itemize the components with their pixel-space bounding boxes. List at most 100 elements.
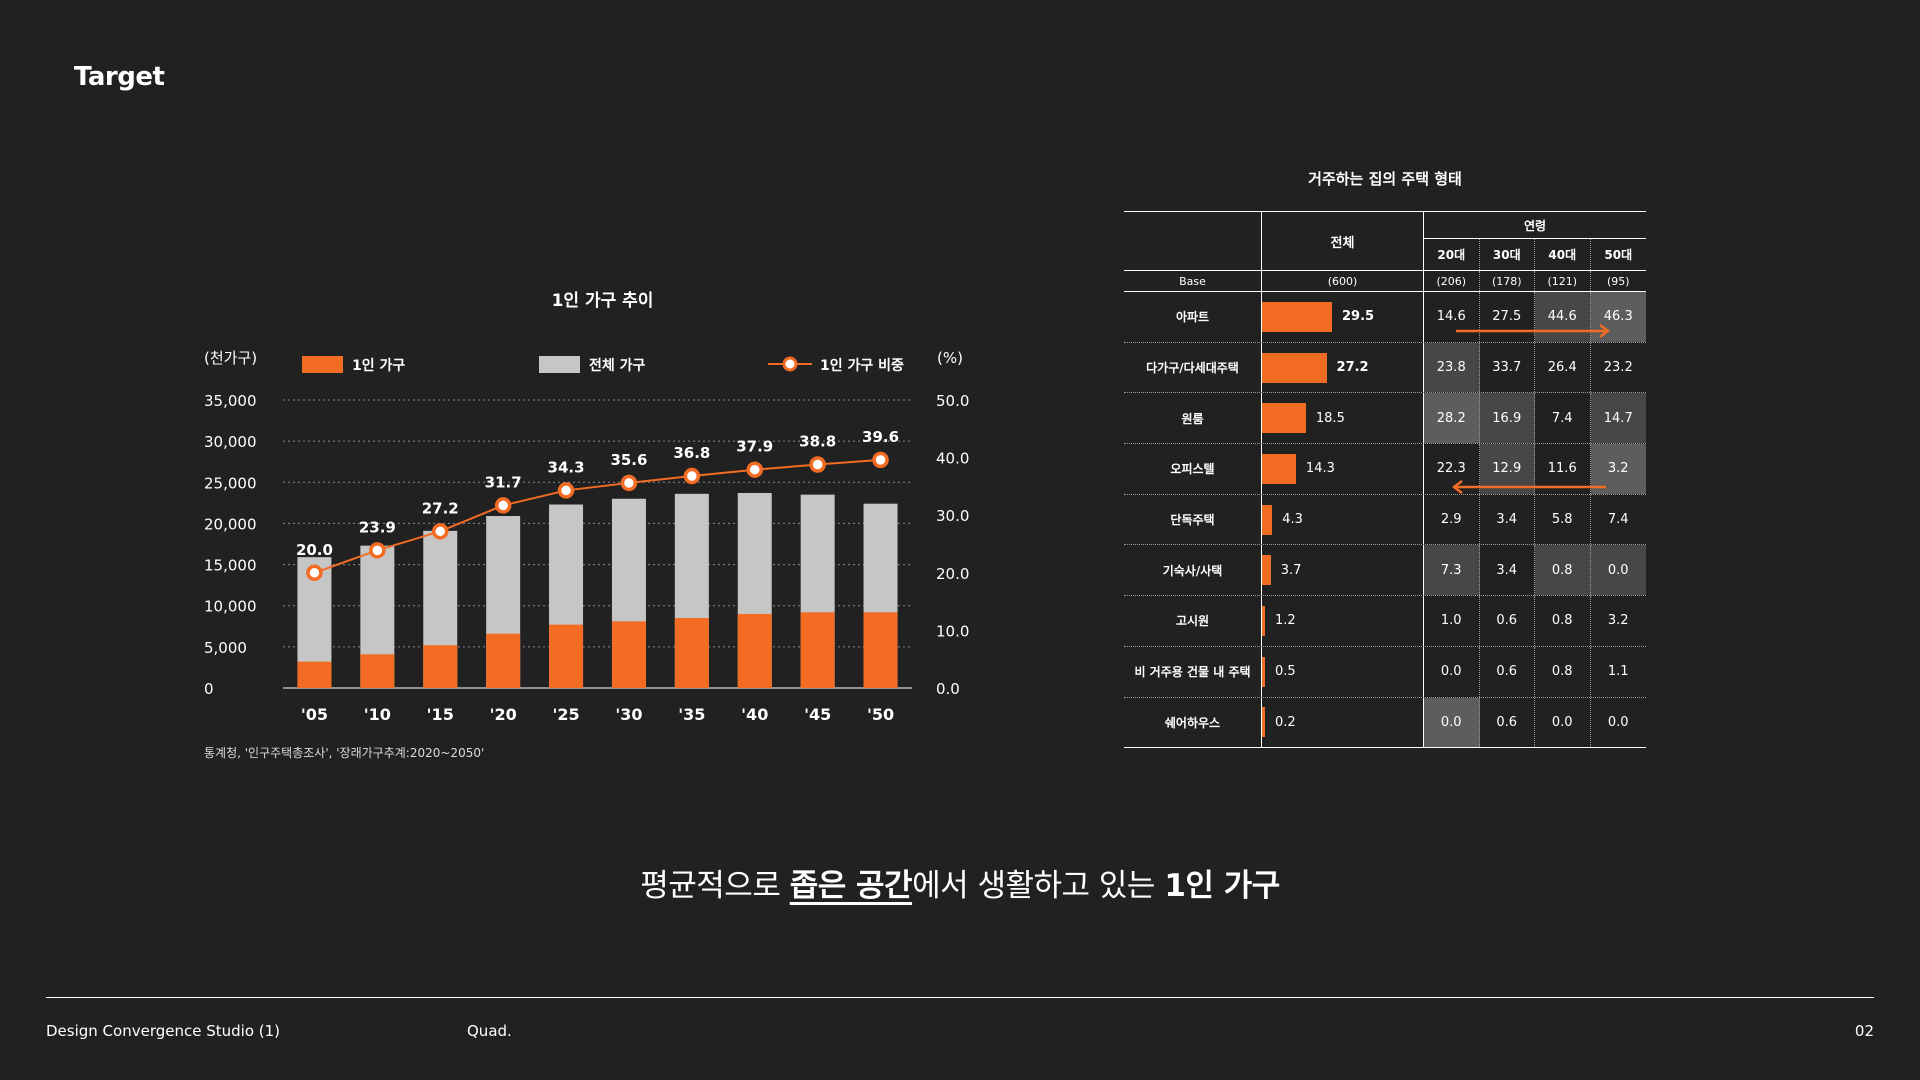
row-total: 18.5	[1262, 393, 1424, 444]
base-age: (121)	[1535, 271, 1591, 291]
legend-swatch-total	[302, 356, 343, 373]
row-age-value: 5.8	[1535, 494, 1591, 545]
ratio-data-label: 31.7	[485, 473, 522, 491]
row-total-value: 1.2	[1275, 613, 1296, 629]
legend-swatch-single	[539, 356, 580, 373]
ratio-data-label: 35.6	[610, 451, 647, 469]
row-total: 14.3	[1262, 444, 1424, 494]
ratio-point	[872, 451, 889, 469]
headline-mid: 에서 생활하고 있는	[912, 868, 1165, 904]
headline: 평균적으로 좁은 공간에서 생활하고 있는 1인 가구	[0, 860, 1920, 905]
page-number: 02	[1854, 1022, 1874, 1040]
row-total-bar	[1262, 656, 1265, 687]
row-total-bar	[1262, 352, 1327, 383]
ratio-point	[620, 474, 638, 492]
row-age-value: 0.8	[1535, 596, 1591, 646]
row-age-value: 7.3	[1424, 545, 1480, 596]
bar-single	[423, 645, 458, 688]
legend-label-single: 전체 가구	[589, 357, 646, 374]
row-label: 쉐어하우스	[1124, 697, 1262, 748]
table-header: 전체 연령 20대 30대 40대 50대	[1124, 211, 1646, 271]
row-age-value: 22.3	[1424, 444, 1480, 494]
base-total: (600)	[1262, 271, 1424, 291]
base-age: (95)	[1606, 274, 1630, 288]
row-age-value: 7.4	[1535, 393, 1591, 444]
bar-single	[800, 612, 835, 688]
bar-single	[549, 624, 584, 688]
row-age-value: 44.6	[1535, 292, 1591, 342]
x-tick-label: '20	[490, 705, 517, 724]
header-age-2: 40대	[1535, 239, 1591, 270]
footer-divider	[46, 997, 1874, 998]
x-tick-label: '15	[427, 705, 454, 724]
row-age-value: 0.6	[1480, 697, 1535, 748]
row-age-value: 0.0	[1424, 697, 1480, 748]
bar-single	[611, 621, 646, 688]
right-tick-label: 20.0	[936, 565, 969, 583]
table-row: 비 거주용 건물 내 주택 0.5 0.0 0.6 0.8 1.1	[1124, 646, 1646, 698]
row-age-value: 0.8	[1535, 646, 1591, 697]
row-label: 아파트	[1124, 292, 1262, 342]
chart-title: 1인 가구 추이	[551, 291, 654, 311]
legend-marker-ratio	[782, 356, 798, 372]
row-age-value: 2.9	[1424, 494, 1480, 545]
row-total: 4.3	[1262, 494, 1424, 545]
row-age-value: 14.7	[1590, 393, 1646, 444]
footer-brand: Quad.	[467, 1022, 512, 1040]
row-age-value: 16.9	[1479, 393, 1535, 444]
table-row: 원룸 18.5 28.2 16.9 7.4 14.7	[1124, 393, 1646, 445]
row-total: 29.5	[1262, 292, 1424, 342]
ratio-line	[314, 458, 881, 574]
table-row: 기숙사/사택 3.7 7.3 3.4 0.8 0.0	[1124, 545, 1646, 597]
base-row: Base (600) (206) (178) (121) (95)	[1124, 271, 1646, 292]
row-age-value: 0.6	[1480, 596, 1535, 646]
row-total-value: 27.2	[1336, 360, 1369, 376]
bar-single	[737, 613, 772, 688]
row-age-value: 27.5	[1480, 292, 1535, 342]
left-tick-label: 30,000	[204, 433, 257, 451]
ratio-point	[557, 482, 575, 499]
header-blank	[1124, 212, 1262, 270]
row-age-value: 33.7	[1480, 342, 1535, 393]
row-age-value: 12.9	[1479, 444, 1535, 494]
chart-source: 통계청, '인구주택총조사', '장래가구추계:2020~2050'	[204, 746, 485, 760]
ratio-data-label: 39.6	[862, 428, 899, 446]
left-tick-label: 20,000	[204, 515, 257, 533]
row-age-value: 28.2	[1424, 393, 1480, 444]
row-age-value: 23.8	[1424, 342, 1480, 393]
row-age-value: 26.4	[1535, 342, 1591, 393]
row-age-value: 14.6	[1424, 292, 1480, 342]
ratio-point	[683, 467, 701, 485]
row-total-value: 18.5	[1315, 410, 1345, 426]
x-tick-label: '25	[552, 705, 579, 724]
bar-single	[486, 633, 521, 688]
bar-single	[360, 654, 395, 688]
left-tick-label: 10,000	[204, 598, 257, 616]
x-tick-label: '10	[364, 705, 391, 724]
row-label: 오피스텔	[1124, 444, 1262, 494]
row-label: 단독주택	[1124, 494, 1262, 545]
bar-single	[674, 618, 709, 688]
left-tick-label: 35,000	[204, 392, 257, 410]
row-total: 3.7	[1262, 545, 1424, 596]
ratio-data-label: 38.8	[799, 433, 836, 451]
table-row: 다가구/다세대주택 27.2 23.8 33.7 26.4 23.2	[1124, 342, 1646, 394]
row-age-value: 3.2	[1607, 613, 1629, 629]
footer-studio: Design Convergence Studio (1)	[46, 1022, 281, 1040]
legend-label-ratio: 1인 가구 비중	[820, 357, 904, 374]
base-age: (206)	[1424, 271, 1480, 291]
row-age-value: 0.6	[1480, 646, 1535, 697]
table-row: 단독주택 4.3 2.9 3.4 5.8 7.4	[1124, 494, 1646, 546]
x-tick-label: '45	[804, 705, 831, 724]
x-tick-label: '30	[615, 705, 642, 724]
row-age-value: 3.4	[1480, 494, 1535, 545]
row-total-value: 29.5	[1342, 309, 1375, 325]
headline-pre: 평균적으로	[640, 868, 790, 904]
ratio-point	[432, 523, 449, 540]
row-total-bar	[1262, 707, 1265, 738]
left-unit-label: (천가구)	[204, 349, 257, 367]
ratio-data-label: 34.3	[548, 458, 585, 476]
base-label: Base	[1124, 271, 1262, 291]
header-age-group: 연령	[1424, 212, 1646, 239]
